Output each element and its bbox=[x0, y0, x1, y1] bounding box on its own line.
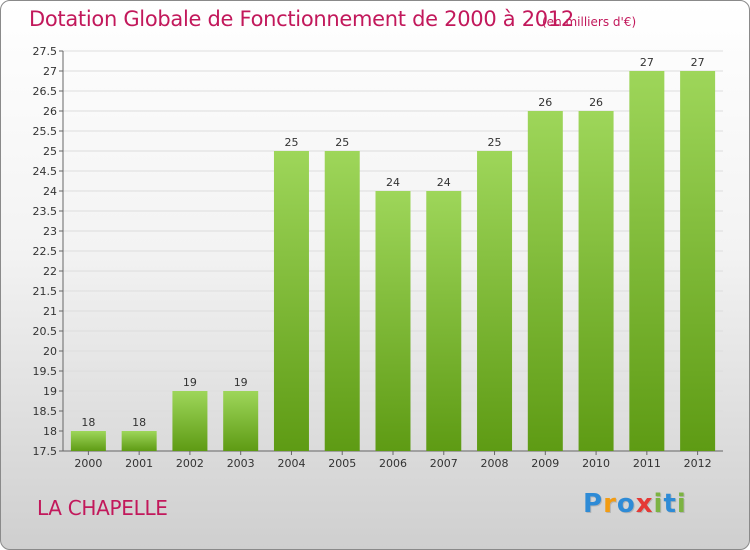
x-tick-label: 2001 bbox=[125, 457, 153, 470]
bar-2007 bbox=[426, 191, 462, 451]
y-tick-label: 26 bbox=[43, 105, 57, 118]
y-tick-label: 22 bbox=[43, 265, 57, 278]
logo-letter: t bbox=[663, 489, 677, 519]
logo-letter: i bbox=[653, 489, 664, 519]
x-tick-label: 2008 bbox=[481, 457, 509, 470]
bar-2008 bbox=[477, 151, 513, 451]
y-tick-labels: 17.5 18 18.5 19 19.5 20 20.5 21 21.5 22 22.5 23 23.5… bbox=[33, 45, 58, 458]
logo-letter: r bbox=[603, 489, 617, 519]
y-tick-label: 17.5 bbox=[33, 445, 58, 458]
x-tick-label: 2004 bbox=[277, 457, 305, 470]
bar-2010 bbox=[578, 111, 614, 451]
y-tick-label: 23 bbox=[43, 225, 57, 238]
value-label: 24 bbox=[386, 176, 400, 189]
bar-2000 bbox=[70, 431, 106, 451]
commune-name: LA CHAPELLE bbox=[37, 496, 168, 520]
y-tick-label: 24.5 bbox=[33, 165, 58, 178]
bar-2011 bbox=[629, 71, 665, 451]
y-tick-label: 19.5 bbox=[33, 365, 58, 378]
value-label: 18 bbox=[81, 416, 95, 429]
y-tick-label: 22.5 bbox=[33, 245, 58, 258]
logo-letter: i bbox=[676, 489, 687, 519]
y-tick-label: 24 bbox=[43, 185, 57, 198]
y-tick-label: 20 bbox=[43, 345, 57, 358]
bar-2004 bbox=[273, 151, 309, 451]
y-tick-label: 20.5 bbox=[33, 325, 58, 338]
value-label: 26 bbox=[589, 96, 603, 109]
x-tick-label: 2010 bbox=[582, 457, 610, 470]
y-tick-label: 27.5 bbox=[33, 45, 58, 58]
x-tick-label: 2003 bbox=[227, 457, 255, 470]
value-labels: 18 18 19 19 25 25 24 24 25 26 26 27 27 bbox=[81, 56, 704, 429]
y-tick-label: 27 bbox=[43, 65, 57, 78]
bar-2006 bbox=[375, 191, 411, 451]
logo-letter: o bbox=[616, 489, 636, 519]
value-label: 27 bbox=[640, 56, 654, 69]
bar-2002 bbox=[172, 391, 208, 451]
value-label: 18 bbox=[132, 416, 146, 429]
x-tick-label: 2005 bbox=[328, 457, 356, 470]
x-tick-label: 2006 bbox=[379, 457, 407, 470]
x-tick-label: 2009 bbox=[531, 457, 559, 470]
y-tick-label: 26.5 bbox=[33, 85, 58, 98]
y-tick-label: 25.5 bbox=[33, 125, 58, 138]
y-tick-label: 18 bbox=[43, 425, 57, 438]
x-tick-label: 2012 bbox=[684, 457, 712, 470]
chart-title: Dotation Globale de Fonctionnement de 20… bbox=[29, 7, 574, 31]
value-label: 25 bbox=[335, 136, 349, 149]
x-tick-label: 2000 bbox=[74, 457, 102, 470]
bar-2003 bbox=[223, 391, 259, 451]
y-tick-label: 18.5 bbox=[33, 405, 58, 418]
value-label: 19 bbox=[183, 376, 197, 389]
value-label: 27 bbox=[691, 56, 705, 69]
bar-2001 bbox=[121, 431, 157, 451]
logo-letter: x bbox=[635, 489, 654, 519]
bar-2005 bbox=[324, 151, 360, 451]
x-tick-labels: 2000 2001 2002 2003 2004 2005 2006 2007 2008 2009… bbox=[74, 457, 711, 470]
y-tick-label: 21 bbox=[43, 305, 57, 318]
bar-2012 bbox=[680, 71, 716, 451]
value-label: 19 bbox=[234, 376, 248, 389]
proxiti-logo[interactable]: Proxiti bbox=[583, 489, 687, 519]
x-tick-label: 2007 bbox=[430, 457, 458, 470]
y-tick-label: 23.5 bbox=[33, 205, 58, 218]
y-tick-label: 19 bbox=[43, 385, 57, 398]
value-label: 25 bbox=[284, 136, 298, 149]
y-tick-label: 25 bbox=[43, 145, 57, 158]
value-label: 26 bbox=[538, 96, 552, 109]
x-tick-label: 2011 bbox=[633, 457, 661, 470]
bar-2009 bbox=[527, 111, 563, 451]
x-tick-label: 2002 bbox=[176, 457, 204, 470]
bars bbox=[70, 71, 716, 451]
logo-letter: P bbox=[583, 489, 604, 519]
y-tick-label: 21.5 bbox=[33, 285, 58, 298]
value-label: 24 bbox=[437, 176, 451, 189]
value-label: 25 bbox=[488, 136, 502, 149]
unit-note: (en milliers d'€) bbox=[542, 15, 637, 29]
